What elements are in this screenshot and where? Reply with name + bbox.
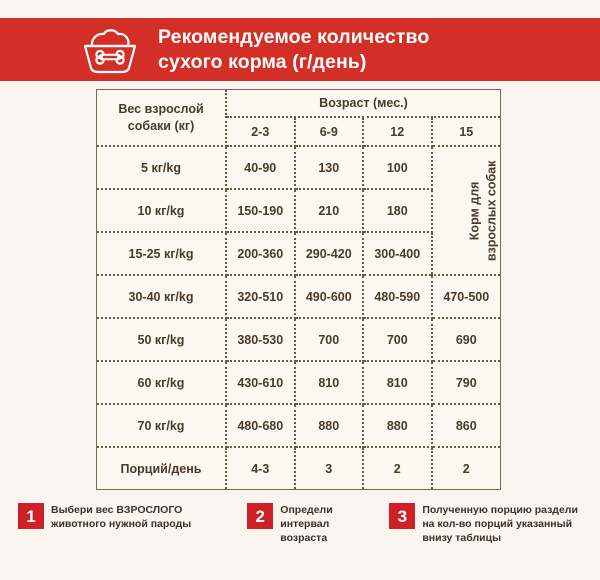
row-label-1: 10 кг/kg <box>97 189 227 233</box>
cell-3-0: 320-510 <box>226 275 296 319</box>
step-1-line-1: Выбери вес ВЗРОСЛОГО <box>51 504 183 516</box>
step-2-line-2: возраста <box>280 531 328 544</box>
portions-label: Порций/день <box>97 447 227 489</box>
header-age-col-3: 15 <box>431 117 500 147</box>
cell-2-2: 300-400 <box>363 232 433 276</box>
step-badge-2: 2 <box>247 503 274 529</box>
page-title: Рекомендуемое количество сухого корма (г… <box>158 25 429 75</box>
cell-4-1: 700 <box>294 318 364 362</box>
header-weight-line-1: Вес взрослой <box>118 101 204 116</box>
table-row: 15-25 кг/kg 200-360 290-420 300-400 <box>97 232 500 276</box>
cell-6-1: 880 <box>294 404 364 448</box>
cell-1-1: 210 <box>294 189 364 233</box>
step-badge-3: 3 <box>389 503 416 529</box>
cell-4-0: 380-530 <box>226 318 296 362</box>
step-text-3: Полученную порцию раздели на кол-во порц… <box>422 503 578 546</box>
feeding-table: Вес взрослой собаки (кг) Возраст (мес.) … <box>97 90 500 489</box>
table-header-row-2: 2-3 6-9 12 15 <box>97 117 500 147</box>
cell-1-2: 180 <box>363 189 433 233</box>
step-1-line-2: животного нужной пароды <box>51 517 192 530</box>
step-3-line-3: внизу таблицы <box>422 531 502 544</box>
cell-4-2: 700 <box>363 318 433 362</box>
header-age: Возраст (мес.) <box>226 90 500 119</box>
step-text-2: Определи интервал возраста <box>280 503 371 546</box>
cell-6-2: 880 <box>363 404 433 448</box>
feeding-table-container: Вес взрослой собаки (кг) Возраст (мес.) … <box>96 89 501 490</box>
cell-3-3: 470-500 <box>431 275 500 319</box>
page-title-line-2: сухого корма (г/день) <box>158 50 367 73</box>
header-age-col-2: 12 <box>363 117 433 147</box>
table-row: 5 кг/kg 40-90 130 100 Корм для взрослых … <box>97 146 500 276</box>
step-item-1: 1 Выбери вес ВЗРОСЛОГО животного нужной … <box>18 503 229 546</box>
row-label-3: 30-40 кг/kg <box>97 275 227 319</box>
step-badge-1: 1 <box>18 503 44 529</box>
table-row: 60 кг/kg 430-610 810 810 790 <box>97 361 500 405</box>
cell-2-0: 200-360 <box>226 232 296 276</box>
page-title-line-1: Рекомендуемое количество <box>158 25 430 48</box>
step-3-line-2: на кол-во порций указанный <box>422 517 573 530</box>
adult-food-label-line-1: Корм для <box>466 181 481 240</box>
cell-4-3: 690 <box>431 318 500 362</box>
row-label-5: 60 кг/kg <box>97 361 227 405</box>
row-label-2: 15-25 кг/kg <box>97 232 227 276</box>
header-band: Рекомендуемое количество сухого корма (г… <box>0 18 600 81</box>
cell-5-0: 430-610 <box>226 361 296 405</box>
cell-5-1: 810 <box>294 361 364 405</box>
portions-row: Порций/день 4-3 3 2 2 <box>97 447 500 489</box>
cell-0-0: 40-90 <box>226 146 296 190</box>
step-2-line-1: Определи интервал <box>280 504 333 530</box>
step-item-3: 3 Полученную порцию раздели на кол-во по… <box>389 503 588 546</box>
portions-value-1: 3 <box>294 447 364 489</box>
dog-bowl-icon <box>83 28 137 73</box>
portions-value-3: 2 <box>431 447 500 489</box>
cell-6-3: 860 <box>431 404 500 448</box>
cell-1-0: 150-190 <box>226 189 296 233</box>
header-age-col-1: 6-9 <box>294 117 364 147</box>
cell-0-2: 100 <box>363 146 433 190</box>
cell-6-0: 480-680 <box>226 404 296 448</box>
cell-5-2: 810 <box>363 361 433 405</box>
portions-value-0: 4-3 <box>226 447 296 489</box>
table-row: 30-40 кг/kg 320-510 490-600 480-590 470-… <box>97 275 500 319</box>
header-weight: Вес взрослой собаки (кг) <box>97 90 227 147</box>
step-text-1: Выбери вес ВЗРОСЛОГО животного нужной па… <box>51 503 191 532</box>
instruction-steps: 1 Выбери вес ВЗРОСЛОГО животного нужной … <box>18 503 588 546</box>
header-age-col-0: 2-3 <box>226 117 296 147</box>
cell-5-3: 790 <box>431 361 500 405</box>
cell-3-1: 490-600 <box>294 275 364 319</box>
step-3-line-1: Полученную порцию раздели <box>422 504 578 516</box>
step-item-2: 2 Определи интервал возраста <box>247 503 371 546</box>
adult-food-merged-cell: Корм для взрослых собак <box>431 146 500 276</box>
table-row: 50 кг/kg 380-530 700 700 690 <box>97 318 500 362</box>
cell-0-1: 130 <box>294 146 364 190</box>
row-label-0: 5 кг/kg <box>97 146 227 190</box>
cell-3-2: 480-590 <box>363 275 433 319</box>
header-weight-line-2: собаки (кг) <box>127 118 195 133</box>
portions-value-2: 2 <box>363 447 433 489</box>
cell-2-1: 290-420 <box>294 232 364 276</box>
row-label-4: 50 кг/kg <box>97 318 227 362</box>
table-row: 70 кг/kg 480-680 880 880 860 <box>97 404 500 448</box>
adult-food-label: Корм для взрослых собак <box>466 160 500 261</box>
table-row: 10 кг/kg 150-190 210 180 <box>97 189 500 233</box>
adult-food-label-line-2: взрослых собак <box>483 160 498 261</box>
table-header-row-1: Вес взрослой собаки (кг) Возраст (мес.) <box>97 90 500 147</box>
row-label-6: 70 кг/kg <box>97 404 227 448</box>
